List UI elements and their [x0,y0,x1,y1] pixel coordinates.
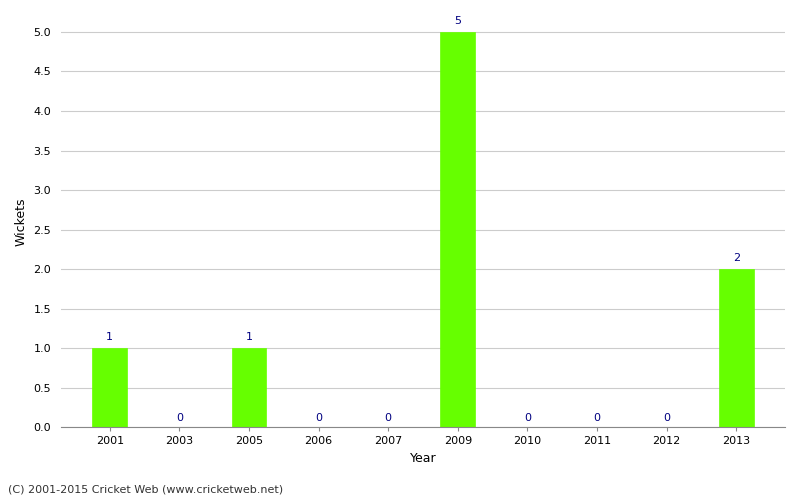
Text: 1: 1 [106,332,114,342]
Bar [441,32,475,427]
Text: 2: 2 [733,253,740,263]
Text: 0: 0 [385,412,392,422]
Bar [92,348,127,428]
Text: 0: 0 [594,412,601,422]
Bar [231,348,266,428]
Bar [719,269,754,428]
Text: 5: 5 [454,16,462,26]
Text: 0: 0 [524,412,531,422]
Text: 1: 1 [246,332,253,342]
X-axis label: Year: Year [410,452,436,465]
Text: 0: 0 [176,412,183,422]
Text: (C) 2001-2015 Cricket Web (www.cricketweb.net): (C) 2001-2015 Cricket Web (www.cricketwe… [8,485,283,495]
Text: 0: 0 [315,412,322,422]
Y-axis label: Wickets: Wickets [15,198,28,246]
Text: 0: 0 [663,412,670,422]
